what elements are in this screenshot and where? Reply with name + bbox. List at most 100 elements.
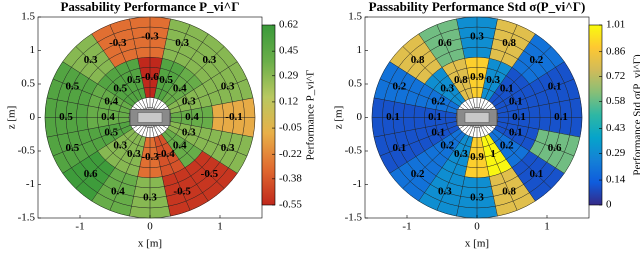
y-tick-label: -0.5 <box>18 145 36 157</box>
x-tick-label: -1 <box>75 221 84 233</box>
colorbar-tick-label: -0.38 <box>279 172 302 184</box>
colorbar-label: Performance Std σ(P_vi^Γ) <box>632 54 640 176</box>
polar-grid-spoke <box>456 18 478 118</box>
value-label: 0.9 <box>470 71 484 83</box>
y-tick-label: -1.5 <box>345 212 363 224</box>
y-tick-label: 1 <box>357 44 363 56</box>
polar-grid-spoke <box>476 117 536 202</box>
colorbar-tick-label: 0.62 <box>279 19 298 31</box>
polar-grid-spoke <box>149 117 209 202</box>
value-label: 0.1 <box>554 111 568 123</box>
value-label: 0.3 <box>440 83 454 95</box>
value-label: 0.3 <box>182 96 196 108</box>
value-label: 0.2 <box>411 168 425 180</box>
x-tick-label: 1 <box>544 221 550 233</box>
polar-grid-spoke <box>476 117 552 189</box>
robot-body <box>137 112 163 123</box>
colorbar-label: Performance P_vi^Γ <box>305 70 317 161</box>
polar-grid-spoke <box>149 33 209 118</box>
y-tick-label: -0.5 <box>345 145 363 157</box>
value-label: 0.3 <box>143 191 157 203</box>
value-label: 0.4 <box>111 185 125 197</box>
value-label: 0.3 <box>221 80 235 92</box>
colorbar-tick-label: 0.72 <box>606 70 625 82</box>
polar-grid-spoke <box>418 33 478 118</box>
polar-grid-spoke <box>389 117 478 174</box>
colorbar-tick-label: 0.45 <box>279 45 299 57</box>
y-tick-label: 0.5 <box>21 78 35 90</box>
polar-grid-spoke <box>62 117 151 174</box>
colorbar <box>588 24 603 206</box>
value-label: 0.3 <box>470 31 484 43</box>
x-axis-label: x [m] <box>465 238 489 250</box>
value-label: -0.5 <box>173 185 191 197</box>
value-label: 0.2 <box>431 96 445 108</box>
colorbar-tick-label: 0.12 <box>279 95 298 107</box>
value-label: 0.8 <box>502 185 516 197</box>
polar-grid-spoke <box>418 117 478 202</box>
polar-grid-spoke <box>149 117 238 174</box>
value-label: 0.1 <box>509 96 523 108</box>
value-label: 0.5 <box>66 80 80 92</box>
value-label: 0.5 <box>127 74 141 86</box>
value-label: 0.2 <box>530 54 544 66</box>
polar-grid-spoke <box>476 46 552 118</box>
value-label: 0.3 <box>113 139 127 151</box>
polar-grid-spoke <box>476 24 518 118</box>
value-label: 0.4 <box>173 139 187 151</box>
colorbar-tick-label: 0 <box>606 199 612 211</box>
polar-grid-spoke <box>75 117 151 189</box>
value-label: 0.3 <box>438 185 452 197</box>
colorbar-tick-label: 0.43 <box>606 122 626 134</box>
y-tick-label: 1.5 <box>21 11 35 23</box>
polar-grid-spoke <box>476 117 498 217</box>
value-label: -0.4 <box>157 148 175 160</box>
polar-grid-spoke <box>149 117 225 189</box>
colorbar-tick-label: 1.01 <box>606 19 625 31</box>
value-label: -0.3 <box>141 151 159 163</box>
value-label: 0.1 <box>428 111 442 123</box>
value-label: 0.6 <box>548 142 562 154</box>
colorbar-tick-label: -0.05 <box>279 122 302 134</box>
value-label: 0.2 <box>500 139 514 151</box>
polar-grid-spoke <box>476 18 498 118</box>
value-label: 0.5 <box>59 111 73 123</box>
colorbar-tick-label: -0.55 <box>279 199 302 211</box>
value-label: -0.3 <box>141 31 159 43</box>
title: Passability Performance Std σ(P_vi^Γ) <box>369 0 586 14</box>
polar-grid-spoke <box>149 61 238 118</box>
value-label: 0.1 <box>386 111 400 123</box>
value-label: 0.1 <box>530 168 544 180</box>
polar-grid-spoke <box>75 46 151 118</box>
value-label: 0.1 <box>509 126 523 138</box>
value-label: -0.6 <box>141 71 159 83</box>
y-axis-label: z [m] <box>333 106 345 130</box>
y-axis-label: z [m] <box>6 106 18 130</box>
y-tick-label: 0 <box>30 111 36 123</box>
polar-grid-spoke <box>109 117 151 211</box>
colorbar <box>261 24 276 206</box>
polar-grid-spoke <box>402 46 478 118</box>
title: Passability Performance P_vi^Γ <box>60 0 239 14</box>
value-label: 0.3 <box>470 191 484 203</box>
value-label: 0.4 <box>185 111 199 123</box>
value-label: 1 <box>490 148 496 160</box>
x-tick-label: -1 <box>402 221 411 233</box>
polar-grid-spoke <box>149 24 191 118</box>
polar-grid-spoke <box>476 61 565 118</box>
value-label: 0.2 <box>393 80 407 92</box>
polar-grid-spoke <box>402 117 478 189</box>
value-label: 0.1 <box>431 126 445 138</box>
value-label: 0.1 <box>512 111 526 123</box>
value-label: 0.3 <box>84 54 98 66</box>
value-label: 0.4 <box>101 111 115 123</box>
value-label: 0.3 <box>486 74 500 86</box>
value-label: 0.1 <box>548 80 562 92</box>
robot-body <box>464 112 490 123</box>
value-label: 0.3 <box>175 37 189 49</box>
value-label: 0.5 <box>104 126 118 138</box>
polar-grid-spoke <box>91 117 151 202</box>
value-label: 0.3 <box>182 126 196 138</box>
value-label: 0.5 <box>159 74 173 86</box>
colorbar-tick-label: -0.22 <box>279 148 302 160</box>
